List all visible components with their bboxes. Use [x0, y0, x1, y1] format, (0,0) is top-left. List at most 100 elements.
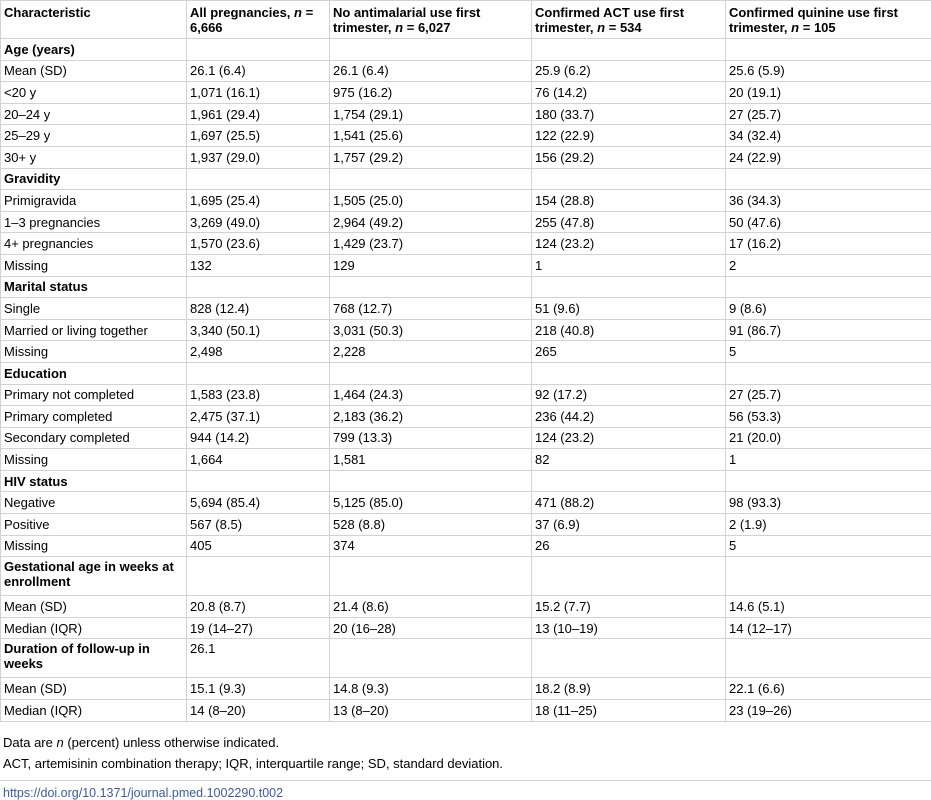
row-label: Secondary completed — [0, 426, 187, 450]
column-header-group: Confirmed quinine use first trimester, n… — [725, 0, 931, 39]
row-label: Primigravida — [0, 189, 187, 212]
table-cell: 1,664 — [186, 448, 330, 471]
table-cell: 5,125 (85.0) — [329, 491, 532, 515]
section-heading: Gestational age in weeks at enrollment — [0, 556, 187, 597]
table-cell: 122 (22.9) — [531, 124, 726, 147]
table-cell: 14.8 (9.3) — [329, 677, 532, 701]
table-cell: 18.2 (8.9) — [531, 677, 726, 701]
note-data-format: Data are n (percent) unless otherwise in… — [3, 734, 280, 750]
table-cell: 5 — [725, 340, 931, 363]
table-cell: 3,269 (49.0) — [186, 210, 330, 234]
table-row: <20 y 1,071 (16.1) 975 (16.2) 76 (14.2) 20 (… — [0, 81, 931, 104]
table-cell: 24 (22.9) — [725, 145, 931, 169]
table-row: 20–24 y 1,961 (29.4) 1,754 (29.1) 180 (33.7… — [0, 102, 931, 126]
table-cell: 374 — [329, 534, 532, 558]
table-cell: 20 (19.1) — [725, 81, 931, 104]
row-label: 4+ pregnancies — [0, 232, 187, 255]
row-label: Single — [0, 297, 187, 320]
table-section-row: HIV status — [0, 469, 931, 493]
table-cell: 98 (93.3) — [725, 491, 931, 515]
table-cell: 405 — [186, 534, 330, 558]
row-label: Mean (SD) — [0, 595, 187, 618]
table-cell: 21 (20.0) — [725, 426, 931, 450]
table-cell — [186, 167, 330, 191]
table-cell: 218 (40.8) — [531, 318, 726, 342]
table-row: Mean (SD) 26.1 (6.4) 26.1 (6.4) 25.9 (6.2) 2… — [0, 59, 931, 83]
table-row: 30+ y 1,937 (29.0) 1,757 (29.2) 156 (29.2) 2… — [0, 145, 931, 169]
table-cell: 180 (33.7) — [531, 102, 726, 126]
table-row: Mean (SD) 15.1 (9.3) 14.8 (9.3) 18.2 (8.9) 2… — [0, 677, 931, 701]
table-cell: 18 (11–25) — [531, 699, 726, 722]
table-row: Primigravida 1,695 (25.4) 1,505 (25.0) 154 … — [0, 189, 931, 212]
table-row: Median (IQR) 19 (14–27) 20 (16–28) 13 (10–1… — [0, 616, 931, 640]
table-cell: 132 — [186, 253, 330, 277]
table-cell: 1,464 (24.3) — [329, 383, 532, 407]
table-cell: 17 (16.2) — [725, 232, 931, 255]
table-cell: 2,475 (37.1) — [186, 405, 330, 428]
table-cell: 5 — [725, 534, 931, 558]
table-cell: 2 (1.9) — [725, 513, 931, 536]
table-cell — [725, 361, 931, 385]
table-cell: 25.6 (5.9) — [725, 59, 931, 83]
table-section-row: Gestational age in weeks at enrollment — [0, 556, 931, 597]
table-cell: 2 — [725, 253, 931, 277]
doi-link[interactable]: https://doi.org/10.1371/journal.pmed.100… — [3, 785, 284, 800]
table-cell: 27 (25.7) — [725, 383, 931, 407]
table-cell: 1,754 (29.1) — [329, 102, 532, 126]
table-row: Negative 5,694 (85.4) 5,125 (85.0) 471 (88.… — [0, 491, 931, 515]
table-cell: 14 (12–17) — [725, 616, 931, 640]
table-cell — [725, 38, 931, 61]
table-row: Missing 132 129 1 2 — [0, 253, 931, 277]
table-cell: 3,031 (50.3) — [329, 318, 532, 342]
table-cell: 26 — [531, 534, 726, 558]
table-cell: 944 (14.2) — [186, 426, 330, 450]
section-heading: Gravidity — [0, 167, 187, 191]
row-label: Primary not completed — [0, 383, 187, 407]
table-cell: 1,937 (29.0) — [186, 145, 330, 169]
table-cell — [531, 275, 726, 299]
section-heading: HIV status — [0, 469, 187, 493]
table-cell: 51 (9.6) — [531, 297, 726, 320]
table-cell: 567 (8.5) — [186, 513, 330, 536]
table-cell: 236 (44.2) — [531, 405, 726, 428]
table-row: Median (IQR) 14 (8–20) 13 (8–20) 18 (11–25)… — [0, 699, 931, 722]
table-cell — [531, 469, 726, 493]
table-cell — [329, 556, 532, 597]
table-cell — [725, 167, 931, 191]
table-cell: 1,961 (29.4) — [186, 102, 330, 126]
table-section-row: Education — [0, 361, 931, 385]
table-cell — [725, 556, 931, 597]
table-cell — [329, 361, 532, 385]
table-cell: 1,757 (29.2) — [329, 145, 532, 169]
table-cell: 20 (16–28) — [329, 616, 532, 640]
table-cell — [531, 638, 726, 679]
table-cell: 124 (23.2) — [531, 426, 726, 450]
row-label: Married or living together — [0, 318, 187, 342]
section-heading: Duration of follow-up in weeks — [0, 638, 187, 679]
column-header-group: No antimalarial use first trimester, n =… — [329, 0, 532, 39]
table-row: Secondary completed 944 (14.2) 799 (13.3) 1… — [0, 426, 931, 450]
table-cell: 20.8 (8.7) — [186, 595, 330, 618]
table-cell — [725, 638, 931, 679]
row-label: Missing — [0, 448, 187, 471]
row-label: Missing — [0, 253, 187, 277]
table-cell: 1,695 (25.4) — [186, 189, 330, 212]
table-cell — [725, 275, 931, 299]
row-label: Missing — [0, 534, 187, 558]
table-cell: 3,340 (50.1) — [186, 318, 330, 342]
table-cell — [329, 638, 532, 679]
table-cell: 1,541 (25.6) — [329, 124, 532, 147]
table-cell — [725, 469, 931, 493]
table-cell: 255 (47.8) — [531, 210, 726, 234]
table-cell: 1,583 (23.8) — [186, 383, 330, 407]
table-cell: 92 (17.2) — [531, 383, 726, 407]
table-cell: 768 (12.7) — [329, 297, 532, 320]
table-section-row: Marital status — [0, 275, 931, 299]
table-cell — [186, 361, 330, 385]
table-cell — [329, 469, 532, 493]
table-section-row: Gravidity — [0, 167, 931, 191]
row-label: Positive — [0, 513, 187, 536]
table-row: 1–3 pregnancies 3,269 (49.0) 2,964 (49.2) 2… — [0, 210, 931, 234]
table-cell: 91 (86.7) — [725, 318, 931, 342]
table-row: Missing 405 374 26 5 — [0, 534, 931, 558]
